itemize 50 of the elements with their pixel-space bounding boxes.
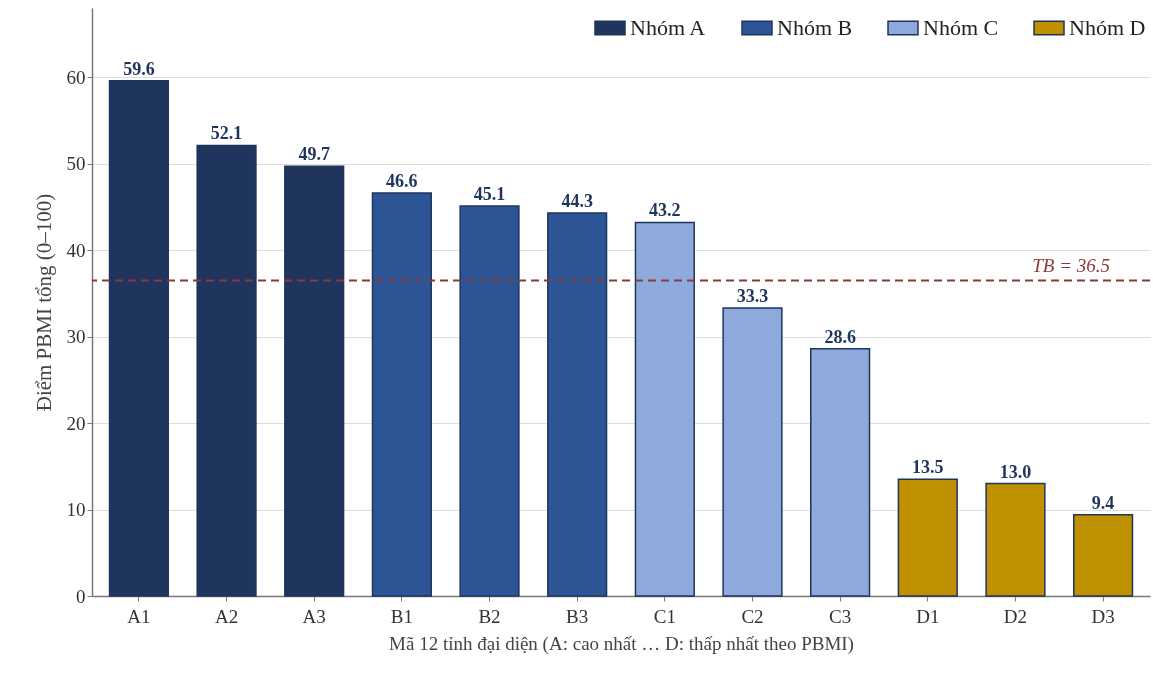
x-tick-label: C1 [653,605,676,627]
legend-label: Nhóm D [1069,15,1146,40]
x-tick-label: D2 [1003,605,1028,627]
y-tick-label: 60 [66,66,86,88]
data-label: 13.0 [999,461,1032,482]
data-label: 43.2 [649,200,681,221]
y-tick-label: 20 [66,412,86,434]
data-label: 9.4 [1091,492,1115,513]
bar [459,205,520,597]
data-label: 46.6 [386,171,418,192]
x-tick-label: A2 [214,605,239,627]
y-tick-label: 30 [66,326,86,348]
bar [1072,513,1134,597]
bar [722,307,783,597]
bar [634,221,695,597]
data-label: 28.6 [824,326,856,347]
y-tick-label: 50 [66,153,86,175]
bar [547,212,608,597]
bar [371,192,432,597]
bar [985,482,1046,597]
x-tick-label: D1 [916,605,940,627]
data-label: 13.5 [912,457,944,478]
data-label: 59.6 [123,58,155,79]
x-tick-label: D3 [1091,605,1115,627]
data-label: 44.3 [561,190,593,211]
bar [108,79,170,597]
legend-label: Nhóm C [923,15,999,40]
x-tick-label: C2 [741,605,764,627]
legend-label: Nhóm B [777,15,853,40]
x-tick-label: B3 [566,605,589,627]
bar [897,478,958,597]
y-axis-title: Điểm PBMI tổng (0–100) [31,193,56,412]
legend-label: Nhóm A [630,15,706,40]
x-axis-title: Mã 12 tỉnh đại diện (A: cao nhất … D: thấp nhất theo PBMI) [389,632,854,655]
bar [284,165,345,597]
y-tick-label: 40 [66,239,86,261]
x-tick-label: A3 [302,605,326,627]
x-tick-label: B2 [478,605,501,627]
bar [810,347,871,597]
x-tick-label: B1 [390,605,413,627]
x-tick-label: A1 [127,605,151,627]
data-label: 33.3 [736,286,769,307]
data-label: 49.7 [298,144,330,165]
ref-line-label: TB = 36.5 [1032,255,1110,277]
data-label: 45.1 [473,184,506,205]
y-tick-label: 10 [66,499,86,521]
bar [196,144,257,597]
y-tick-label: 0 [76,585,86,607]
data-label: 52.1 [210,123,243,144]
x-tick-label: C3 [829,605,852,627]
